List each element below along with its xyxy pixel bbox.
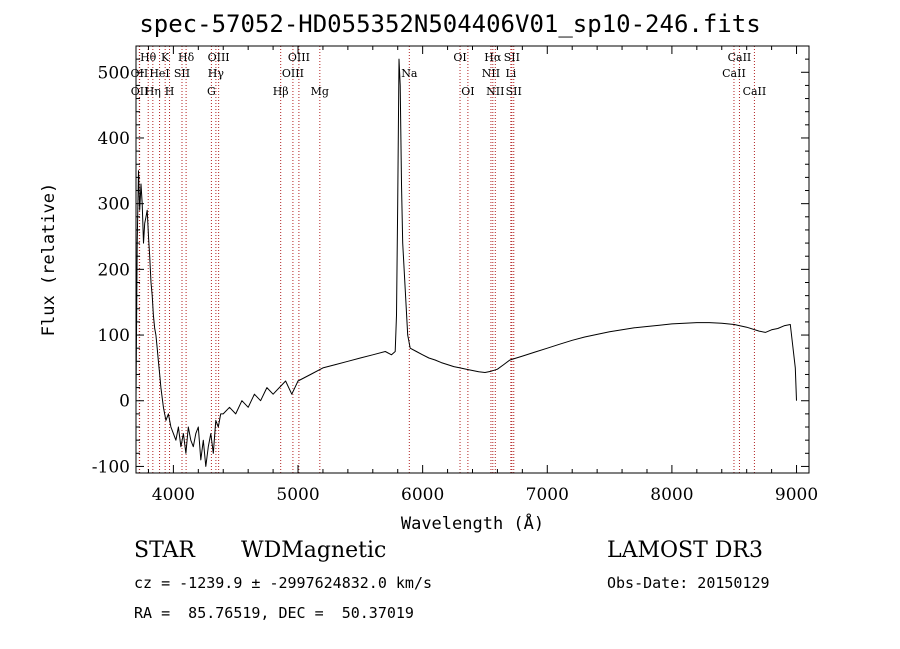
y-tick-label-100: 100 [98, 326, 130, 346]
line-label-27: CaII [743, 85, 767, 98]
line-label-5: K [161, 51, 170, 64]
spectrum-series [135, 58, 797, 467]
line-label-15: Mg [311, 85, 329, 98]
x-tick-label-5000: 5000 [276, 485, 319, 505]
class-label: STAR [134, 538, 195, 563]
y-tick-label-500: 500 [98, 63, 130, 83]
line-label-10: Hγ [208, 67, 225, 80]
x-tick-label-9000: 9000 [775, 485, 818, 505]
line-label-21: Hα [484, 51, 502, 64]
line-label-8: Hδ [178, 51, 195, 64]
line-label-12: Hβ [273, 85, 289, 98]
redshift-line: cz = -1239.9 ± -2997624832.0 km/s [134, 574, 433, 592]
ra-dec-line: RA = 85.76519, DEC = 50.37019 [134, 604, 414, 622]
line-label-1: OII [131, 67, 149, 80]
line-label-3: Hη [145, 85, 161, 98]
x-tick-label-8000: 8000 [650, 485, 693, 505]
line-label-6: H [165, 85, 175, 98]
axes: 4000 5000 6000 7000 8000 9000 -100 0 100 200 300 40… [39, 45, 818, 534]
survey-label: LAMOST DR3 [607, 538, 763, 563]
line-label-24: SII [506, 85, 522, 98]
line-label-25: CaII [722, 67, 746, 80]
chart-title: spec-57052-HD055352N504406V01_sp10-246.f… [139, 10, 761, 38]
subclass-label: WDMagnetic [241, 538, 387, 563]
x-axis-label: Wavelength (Å) [401, 512, 544, 534]
line-label-17: OI [453, 51, 466, 64]
x-tick-label-6000: 6000 [401, 485, 444, 505]
spectrum-line [135, 58, 797, 467]
line-label-2: OII [131, 85, 149, 98]
y-tick-label-0: 0 [119, 392, 130, 412]
line-label-7: SII [174, 67, 190, 80]
plot-frame [135, 45, 810, 474]
obs-date: Obs-Date: 20150129 [607, 574, 770, 592]
line-label-26: CaII [728, 51, 752, 64]
line-label-19: NII [482, 67, 500, 80]
line-label-22: SII [504, 51, 520, 64]
line-label-13: OIII [282, 67, 304, 80]
line-label-16: Na [401, 67, 418, 80]
line-label-4: HeI [149, 67, 169, 80]
spectral-line-markers [138, 46, 755, 473]
y-tick-label-300: 300 [98, 195, 130, 215]
x-tick-label-4000: 4000 [152, 485, 195, 505]
line-label-18: OI [461, 85, 474, 98]
y-axis-label: Flux (relative) [39, 183, 59, 337]
line-label-11: G [207, 85, 216, 98]
line-label-14: OIII [288, 51, 310, 64]
x-tick-label-7000: 7000 [526, 485, 569, 505]
y-tick-label-200: 200 [98, 260, 130, 280]
y-tick-label-400: 400 [98, 129, 130, 149]
line-label-23: Li [505, 67, 516, 80]
line-label-9: OIII [208, 51, 230, 64]
y-tick-label--100: -100 [92, 457, 130, 477]
line-label-20: NII [486, 85, 504, 98]
line-label-0: Hθ [140, 51, 157, 64]
